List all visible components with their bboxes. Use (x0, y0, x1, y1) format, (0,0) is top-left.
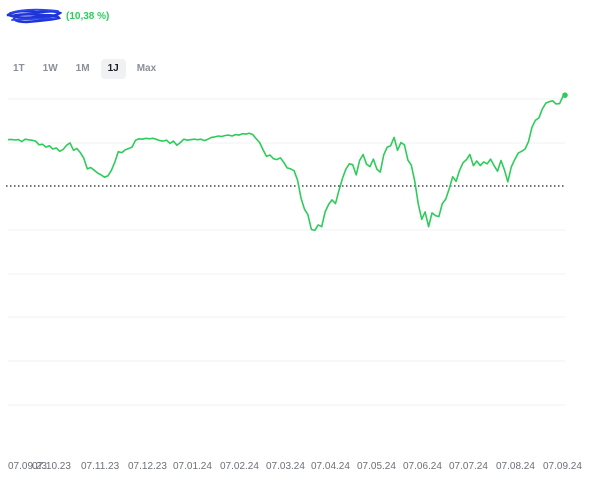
last-price-dot (562, 92, 568, 98)
tab-1w[interactable]: 1W (42, 63, 58, 74)
tab-1j[interactable]: 1J (100, 59, 126, 79)
x-tick-label: 07.02.24 (220, 461, 259, 472)
redacted-name-scribble (6, 8, 62, 24)
tab-max[interactable]: Max (136, 63, 157, 74)
x-tick-label: 07.09.23 (8, 461, 47, 472)
price-change-percent: (10,38 %) (66, 10, 110, 22)
price-line (7, 95, 564, 232)
x-tick-label: 07.09.24 (543, 461, 582, 472)
x-tick-label: 07.04.24 (311, 461, 350, 472)
x-tick-label: 07.10.23 (32, 461, 71, 472)
x-tick-label: 07.06.24 (403, 461, 442, 472)
x-tick-label: 07.05.24 (357, 461, 396, 472)
x-tick-label: 07.12.23 (128, 461, 167, 472)
x-tick-label: 07.08.24 (496, 461, 535, 472)
x-tick-label: 07.03.24 (266, 461, 305, 472)
tab-1m[interactable]: 1M (75, 63, 90, 74)
timeframe-tabs: 1T 1W 1M 1J Max (6, 59, 163, 79)
x-tick-label: 07.11.23 (81, 461, 120, 472)
header: (10,38 %) (6, 6, 109, 26)
x-tick-label: 07.01.24 (173, 461, 212, 472)
tab-1t[interactable]: 1T (13, 63, 25, 74)
chart-grid (8, 98, 565, 406)
x-tick-label: 07.07.24 (449, 461, 488, 472)
